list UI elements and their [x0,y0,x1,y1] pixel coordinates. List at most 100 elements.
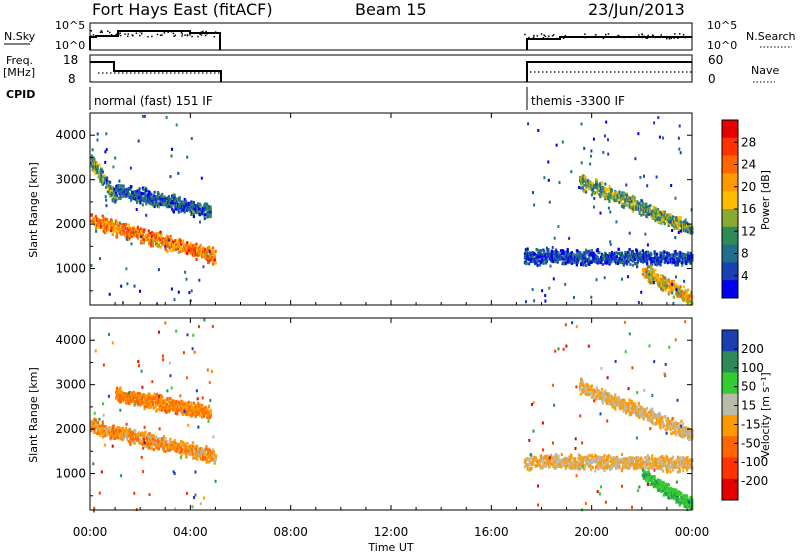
echo-pixel [139,198,142,202]
nsearch-dot [163,32,166,34]
echo-pixel [157,196,160,200]
echo-pixel [146,437,150,441]
echo-pixel [147,441,150,445]
echo-pixel [168,240,171,244]
echo-pixel [589,187,592,191]
nsearch-dot [616,35,618,38]
echo-pixel [170,287,173,291]
echo-pixel [129,399,132,403]
nsearch-dot [191,35,193,38]
echo-pixel [115,232,119,236]
echo-pixel [170,197,173,201]
echo-pixel [169,437,172,441]
echo-pixel [614,255,617,259]
echo-pixel [671,229,674,232]
echo-pixel [580,463,583,467]
echo-pixel [539,464,542,468]
echo-pixel [132,234,135,238]
echo-pixel [178,451,181,454]
echo-pixel [152,447,155,451]
echo-pixel [683,297,686,301]
echo-pixel [109,185,112,188]
nsearch-dot [528,36,530,39]
nsearch-dot [189,34,191,36]
echo-pixel [676,263,680,267]
echo-pixel [605,256,608,260]
echo-pixel [539,253,542,256]
echo-pixel [646,184,649,188]
echo-pixel [592,137,595,141]
echo-pixel [97,220,100,224]
echo-pixel [654,216,657,220]
echo-pixel [190,444,193,448]
nsearch-dot [602,37,605,40]
echo-pixel [677,136,680,140]
echo-pixel [599,181,602,185]
echo-pixel [100,176,103,180]
echo-pixel [107,181,110,185]
echo-pixel [138,230,141,233]
echo-pixel [168,405,171,409]
echo-pixel [647,280,650,284]
echo-pixel [162,435,165,438]
echo-pixel [564,257,567,261]
echo-pixel [687,223,690,227]
echo-pixel [565,253,568,257]
nave-label: Nave [751,64,779,77]
echo-pixel [114,224,117,228]
echo-pixel [105,185,108,189]
nsearch-dot [677,37,679,39]
echo-pixel [549,454,553,458]
echo-pixel [103,424,106,428]
echo-pixel [112,436,115,440]
echo-pixel [187,400,190,404]
echo-pixel [628,251,631,255]
echo-pixel [142,199,145,203]
echo-pixel [183,411,186,415]
echo-pixel [197,205,201,209]
echo-pixel [532,258,535,262]
echo-pixel [161,203,165,207]
echo-pixel [214,455,217,459]
echo-pixel [95,162,99,166]
echo-pixel [670,288,673,292]
echo-pixel [117,184,120,187]
echo-pixel [580,122,583,126]
echo-pixel [178,405,181,409]
echo-pixel [193,203,196,207]
echo-pixel [150,202,153,206]
echo-pixel [598,185,601,189]
echo-pixel [206,258,209,262]
echo-pixel [668,280,671,284]
echo-pixel [141,186,144,190]
colorbar-segment [722,226,738,246]
echo-pixel [98,219,101,222]
echo-pixel [204,453,207,456]
nsearch-dot [200,34,203,36]
echo-pixel [660,287,663,291]
echo-pixel [583,183,586,187]
nsearch-dot [99,31,102,34]
echo-pixel [115,386,119,390]
echo-pixel [143,114,146,118]
echo-pixel [129,441,132,445]
echo-pixel [116,230,119,234]
echo-pixel [596,255,599,259]
echo-pixel [207,409,210,413]
echo-pixel [115,198,118,202]
echo-pixel [631,199,634,203]
echo-pixel [194,250,197,254]
echo-pixel [160,195,163,199]
echo-pixel [681,261,684,265]
echo-pixel [143,432,146,436]
echo-pixel [177,247,180,251]
echo-pixel [667,213,670,217]
echo-pixel [161,201,164,205]
echo-pixel [171,441,174,445]
echo-pixel [212,450,216,454]
nsearch-dot [590,36,593,38]
echo-pixel [690,261,693,265]
echo-pixel [90,161,93,165]
echo-pixel [98,431,101,435]
